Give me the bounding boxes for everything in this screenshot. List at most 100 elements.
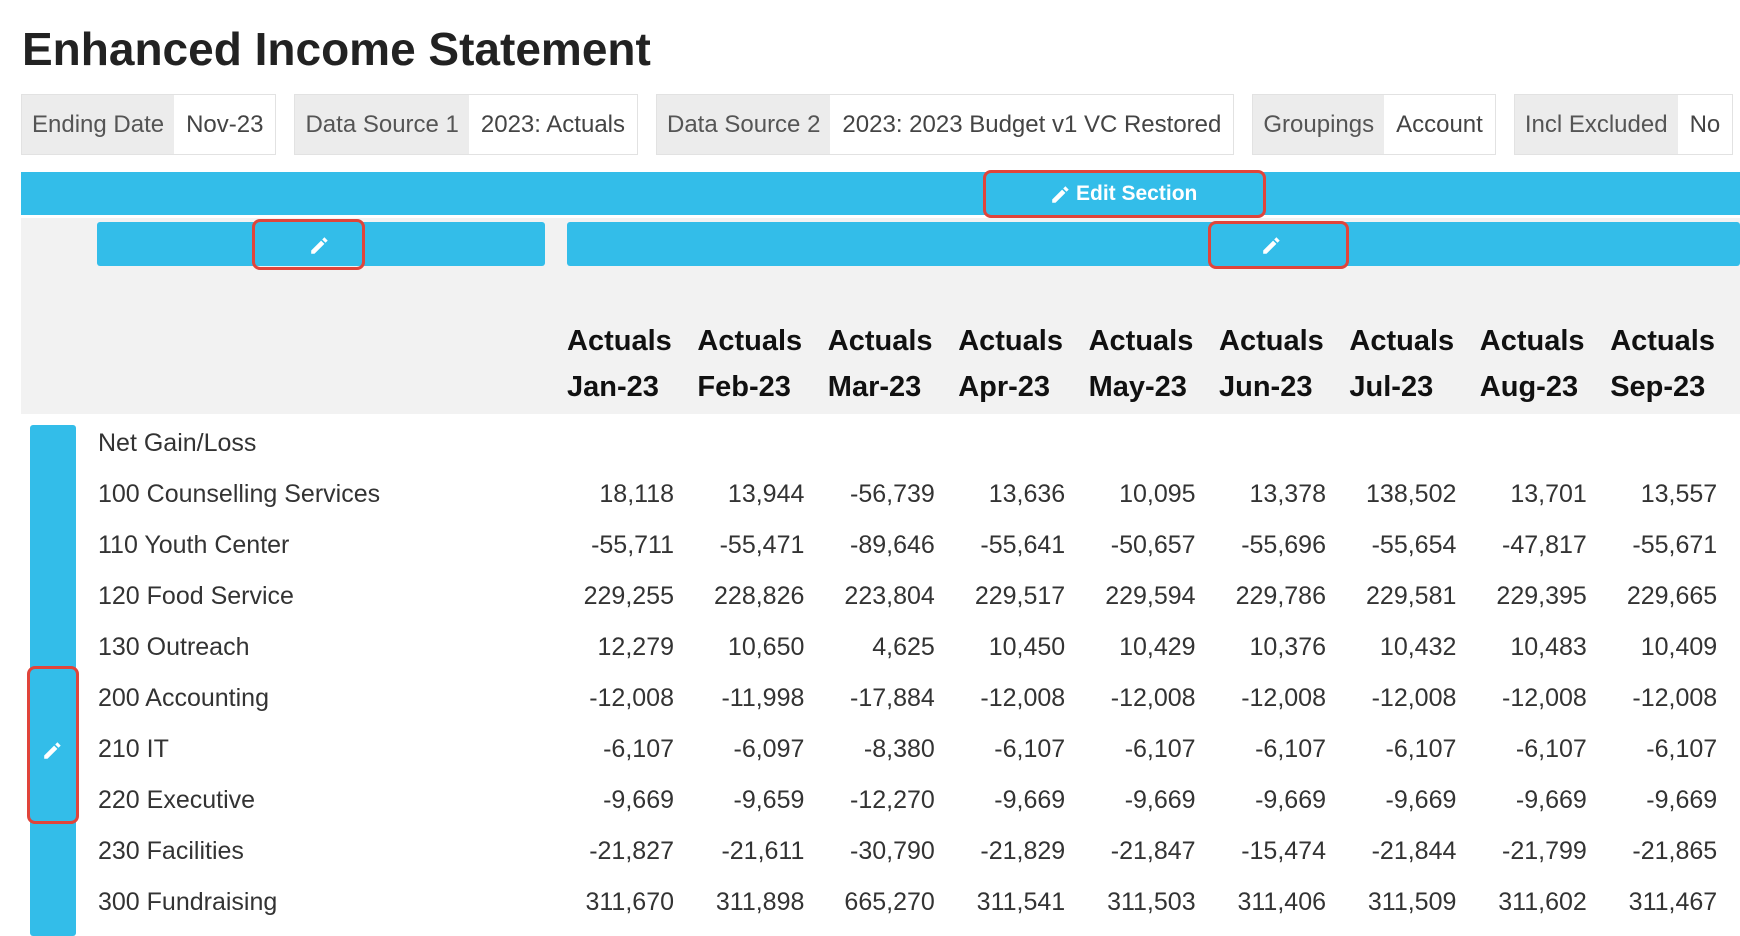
cell: 223,804 — [844, 582, 935, 610]
cell: 229,786 — [1235, 582, 1326, 610]
cell: -6,107 — [1124, 735, 1196, 763]
cell: 311,503 — [1107, 888, 1196, 916]
highlight — [27, 666, 79, 824]
cell: -11,998 — [721, 684, 805, 712]
column-header: Actuals Jul-23 — [1349, 325, 1455, 403]
cell: 665,270 — [844, 888, 935, 916]
cell: -55,471 — [719, 531, 805, 559]
cell: 10,432 — [1379, 633, 1457, 661]
cell: -47,817 — [1502, 531, 1587, 559]
filter-label: Groupings — [1253, 95, 1385, 154]
cell: -21,827 — [589, 837, 674, 865]
cell: 311,509 — [1367, 888, 1457, 916]
cell: -12,008 — [1371, 684, 1457, 712]
column-header: Actuals Mar-23 — [827, 325, 933, 403]
cell: -9,669 — [1385, 786, 1457, 814]
cell: 4,625 — [872, 633, 935, 661]
filter-chip[interactable]: Ending Date Nov-23 — [21, 94, 277, 155]
column-header: Actuals Jan-23 — [567, 325, 672, 403]
row-label: 220 Executive — [98, 786, 256, 814]
cell: 10,450 — [988, 633, 1066, 661]
cell: -6,107 — [1515, 735, 1587, 763]
edit-section-label: Edit Section — [1076, 181, 1198, 205]
filter-bar: Ending Date Nov-23 Data Source 1 2023: Actu… — [21, 94, 1734, 155]
row-label: 200 Accounting — [98, 684, 269, 712]
section-label: Net Gain/Loss — [98, 429, 257, 457]
cell: -55,641 — [980, 531, 1066, 559]
cell: 138,502 — [1366, 480, 1457, 508]
cell: 13,944 — [727, 480, 805, 508]
cell: 229,594 — [1105, 582, 1196, 610]
filter-value: Nov-23 — [174, 95, 276, 154]
filter-value: No — [1677, 95, 1733, 154]
row-label: 210 IT — [98, 735, 169, 763]
column-header: Actuals Apr-23 — [958, 325, 1063, 403]
cell: 13,378 — [1249, 480, 1326, 508]
cell: -55,654 — [1371, 531, 1457, 559]
filter-chip[interactable]: Groupings Account — [1252, 94, 1496, 155]
cell: 229,581 — [1366, 582, 1457, 610]
columns-edit-bar[interactable] — [567, 222, 1740, 266]
cell: -9,669 — [1515, 786, 1587, 814]
page-title: Enhanced Income Statement — [22, 23, 651, 75]
pencil-icon[interactable] — [1261, 234, 1283, 256]
filter-chip[interactable]: Data Source 2 2023: 2023 Budget v1 VC Res… — [656, 94, 1235, 155]
cell: -21,865 — [1632, 837, 1718, 865]
row-label: 300 Fundraising — [98, 888, 278, 916]
cell: -21,847 — [1110, 837, 1196, 865]
cell: -9,659 — [733, 786, 805, 814]
cell: -9,669 — [1124, 786, 1196, 814]
cell: -9,669 — [603, 786, 674, 814]
cell: -55,671 — [1632, 531, 1718, 559]
edit-section-button[interactable]: Edit Section — [1050, 172, 1197, 215]
cell: 229,255 — [583, 582, 674, 610]
pencil-icon — [1052, 185, 1069, 203]
column-header: Actuals Jun-23 — [1219, 325, 1324, 403]
cell: 13,557 — [1640, 480, 1718, 508]
highlight — [983, 170, 1266, 218]
cell: 18,118 — [599, 480, 674, 508]
cell: -12,008 — [1632, 684, 1718, 712]
filter-label: Incl Excluded — [1514, 95, 1678, 154]
cell: 228,826 — [714, 582, 805, 610]
filter-chip[interactable]: Incl Excluded No — [1513, 94, 1734, 155]
cell: -6,107 — [603, 735, 674, 763]
cell: 10,376 — [1249, 633, 1326, 661]
cell: -89,646 — [850, 531, 935, 559]
rows-edit-bar[interactable] — [30, 425, 76, 936]
cell: 311,670 — [585, 888, 674, 916]
column-header: Actuals Feb-23 — [697, 325, 803, 403]
pencil-icon[interactable] — [42, 739, 64, 761]
cell: -12,270 — [850, 786, 935, 814]
cell: -55,696 — [1241, 531, 1326, 559]
cell: -12,008 — [980, 684, 1066, 712]
filter-chip[interactable]: Data Source 1 2023: Actuals — [294, 94, 638, 155]
cell: -12,008 — [1110, 684, 1196, 712]
filter-value: 2023: Actuals — [468, 95, 637, 154]
filter-value: 2023: 2023 Budget v1 VC Restored — [830, 95, 1234, 154]
column-header: Actuals Aug-23 — [1479, 325, 1585, 403]
cell: 311,406 — [1237, 888, 1326, 916]
cell: 229,665 — [1626, 582, 1718, 610]
filter-label: Data Source 2 — [657, 95, 831, 154]
cell: -6,097 — [733, 735, 805, 763]
cell: -21,829 — [980, 837, 1066, 865]
cell: 311,602 — [1498, 888, 1587, 916]
cell: -15,474 — [1241, 837, 1326, 865]
highlight — [252, 219, 365, 270]
pencil-icon[interactable] — [309, 234, 331, 256]
cell: -17,884 — [850, 684, 935, 712]
filter-label: Ending Date — [22, 95, 175, 154]
row-label: 230 Facilities — [98, 837, 244, 865]
cell: -21,844 — [1371, 837, 1457, 865]
cell: 10,650 — [727, 633, 805, 661]
cell: -12,008 — [1502, 684, 1587, 712]
cell: -21,799 — [1502, 837, 1587, 865]
filter-label: Data Source 1 — [295, 95, 469, 154]
cell: -21,611 — [721, 837, 805, 865]
row-label: 130 Outreach — [98, 633, 250, 661]
cell: -55,711 — [591, 531, 674, 559]
section-bar[interactable] — [21, 172, 1740, 215]
row-label: 120 Food Service — [98, 582, 294, 610]
